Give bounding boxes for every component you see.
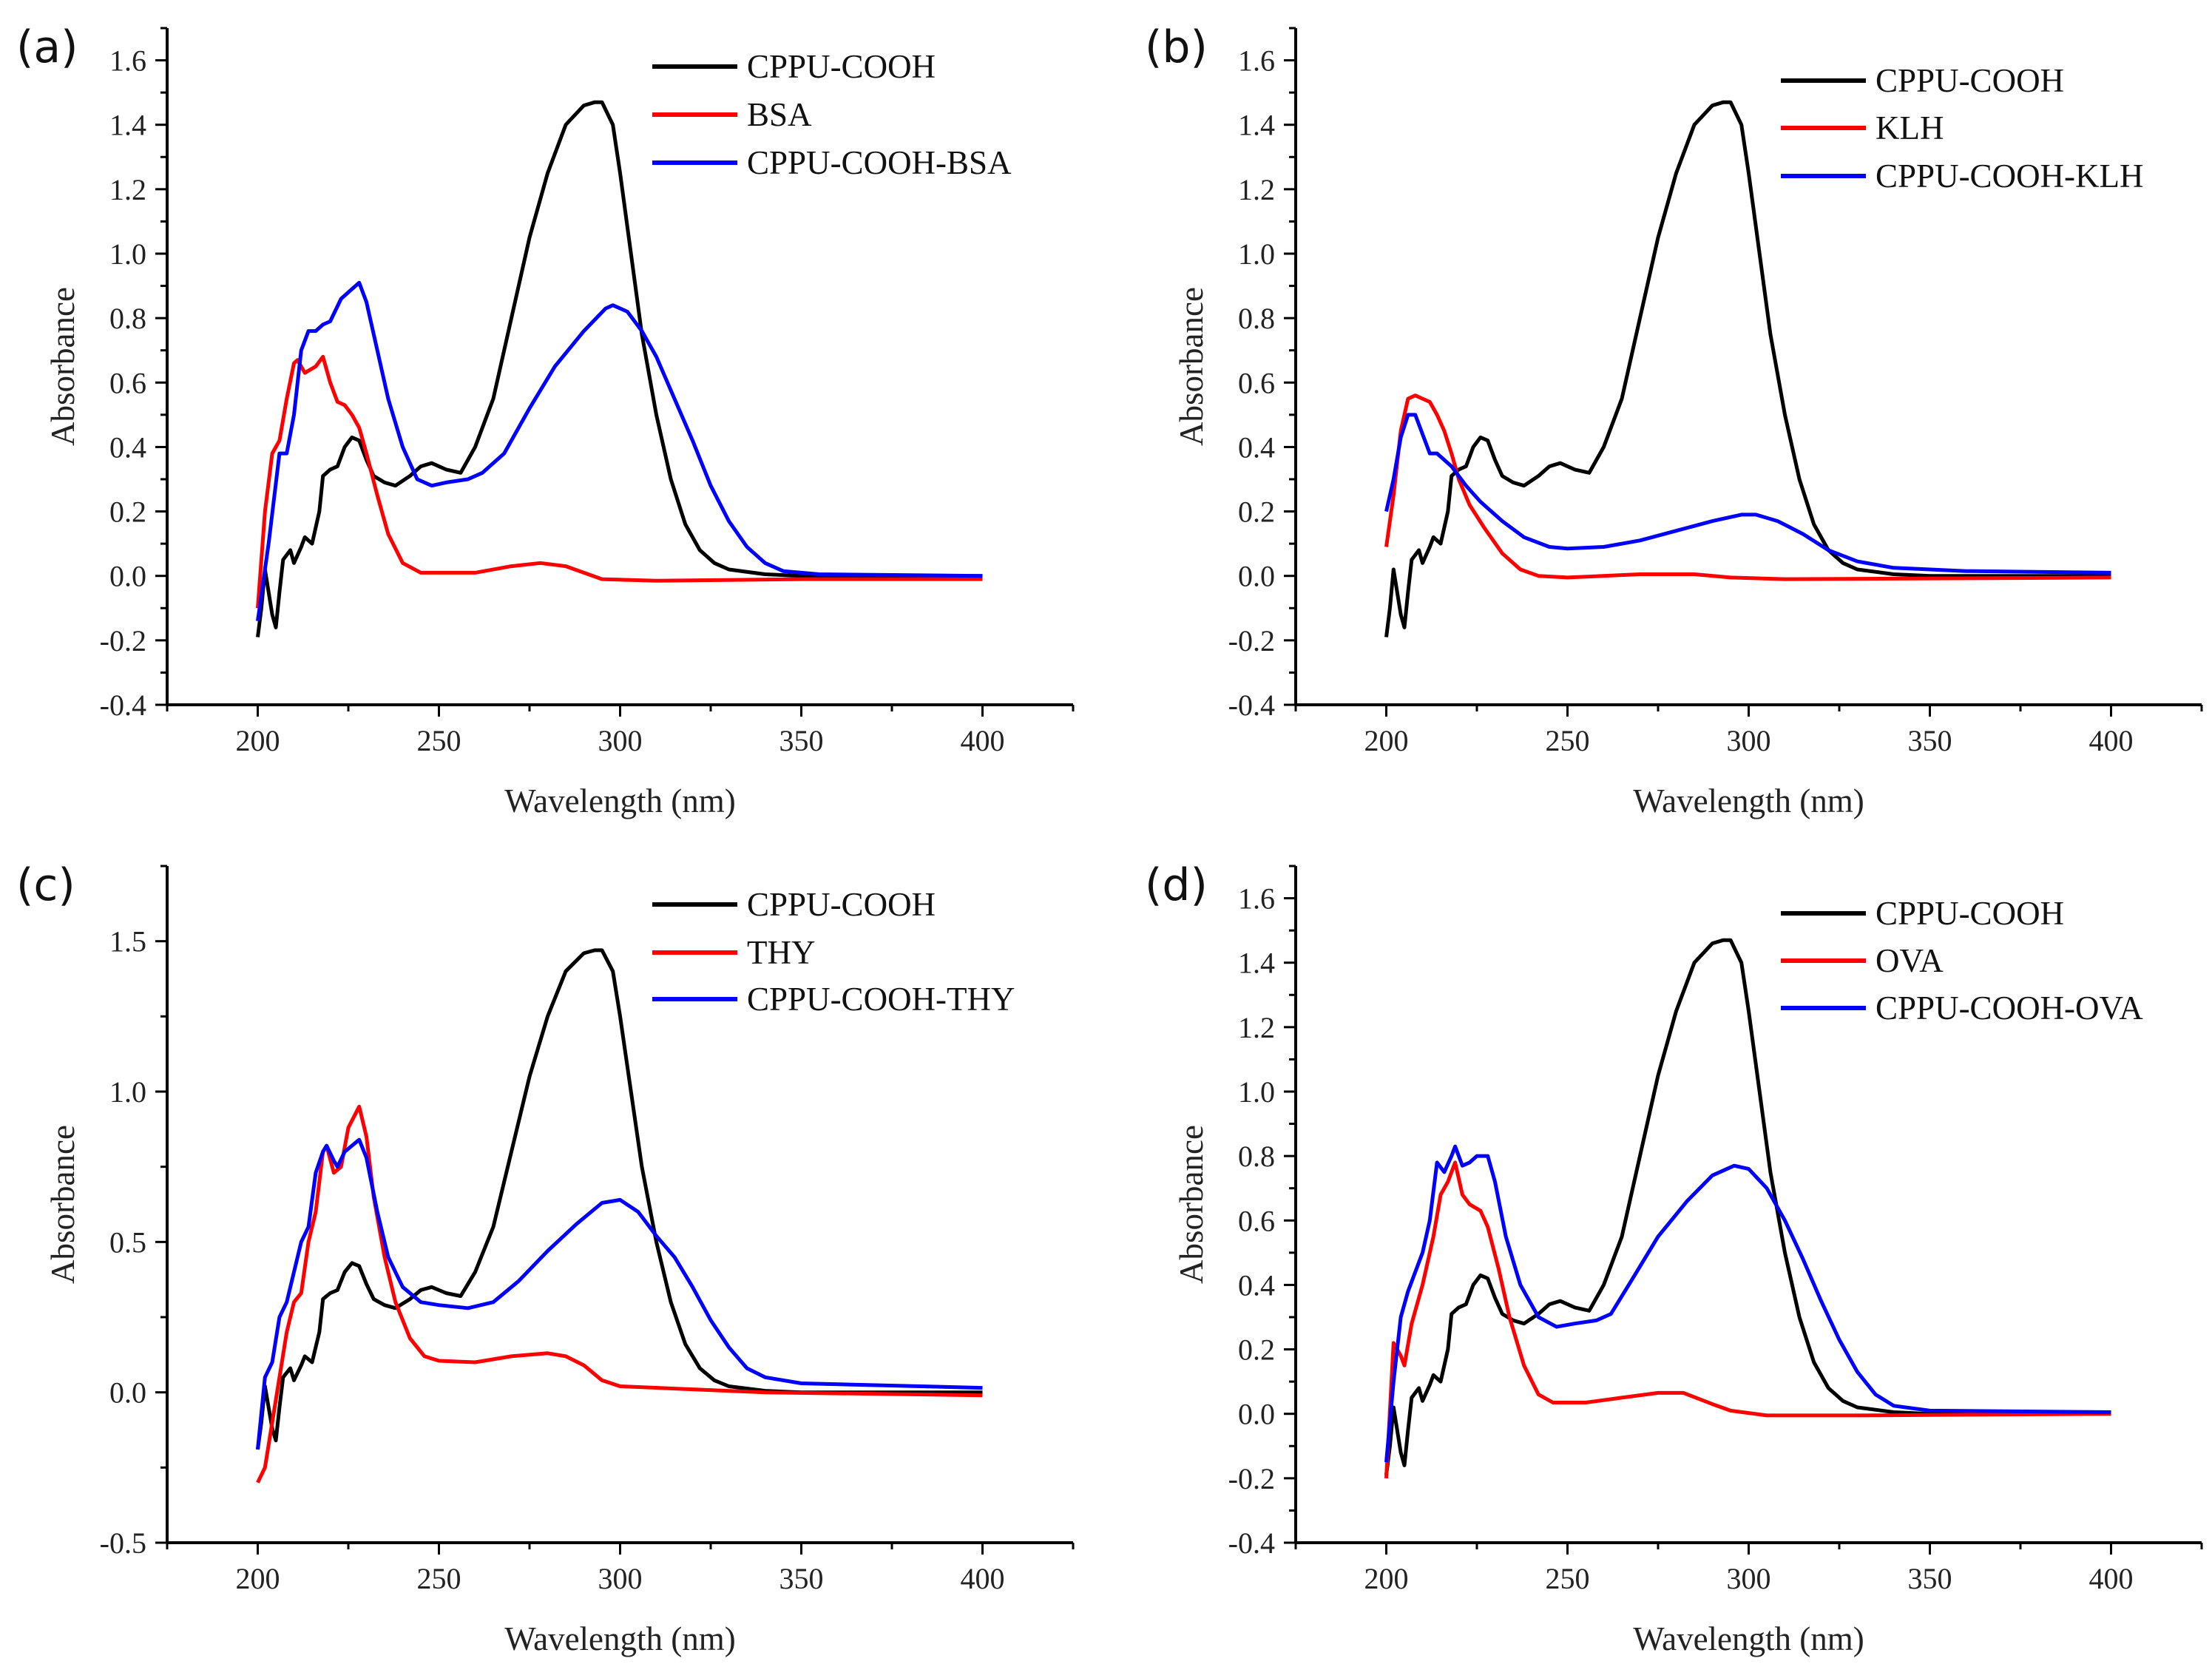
y-tick-label: 1.0 <box>1238 1075 1275 1109</box>
y-tick-label: 0.6 <box>109 366 146 399</box>
series-line-cppu-cooh-klh <box>1384 413 2111 575</box>
legend-label: OVA <box>1876 942 1944 979</box>
x-tick-label: 300 <box>598 724 643 757</box>
legend-label: CPPU-COOH-OVA <box>1876 990 2143 1027</box>
series-line-cppu-cooh <box>1384 938 2111 1475</box>
chart-panel-d: (d) 200 250 300 350 400 -0.4 -0.2 0.0 0.2 0.4 0.6 0.… <box>1145 859 2203 1657</box>
y-axis-label: Absorbance <box>1173 1125 1210 1284</box>
x-tick-label: 350 <box>779 1562 824 1595</box>
series-line-klh <box>1384 393 2111 581</box>
y-tick-label: -0.2 <box>1228 1462 1275 1495</box>
legend-label: CPPU-COOH <box>1876 895 2064 932</box>
y-tick-label: 0.0 <box>109 1376 146 1410</box>
y-tick-label: 1.2 <box>109 173 146 206</box>
x-axis-label: Wavelength (nm) <box>504 1620 736 1657</box>
series-line-cppu-cooh <box>1384 100 2111 637</box>
x-tick-label: 250 <box>1546 1562 1590 1595</box>
x-tick-label: 300 <box>1727 1562 1771 1595</box>
y-tick-label: -0.4 <box>100 689 146 722</box>
y-tick-label: 0.2 <box>1238 1333 1275 1367</box>
x-tick-label: 200 <box>1364 724 1409 757</box>
x-tick-label: 400 <box>961 724 1005 757</box>
legend-label: CPPU-COOH-THY <box>747 981 1015 1018</box>
y-tick-label: 0.4 <box>109 430 146 464</box>
y-tick-label: 1.0 <box>1238 237 1275 271</box>
chart-panel-c: (c) 200 250 300 350 400 -0.5 0.0 0.5 1.0 1.5 Wavele… <box>16 859 1075 1657</box>
legend-label: CPPU-COOH <box>1876 62 2064 99</box>
y-tick-label: 0.8 <box>109 302 146 335</box>
y-tick-label: 1.6 <box>109 44 146 78</box>
series-line-cppu-cooh <box>256 100 983 637</box>
x-tick-label: 400 <box>2089 724 2134 757</box>
legend-label: CPPU-COOH <box>747 48 936 85</box>
y-tick-label: 1.4 <box>1238 109 1275 142</box>
y-tick-label: 0.0 <box>109 560 146 593</box>
y-tick-label: 1.0 <box>109 1075 146 1109</box>
y-axis-label: Absorbance <box>44 1125 81 1284</box>
x-tick-label: 350 <box>1908 1562 1952 1595</box>
x-tick-label: 400 <box>961 1562 1005 1595</box>
y-axis-label: Absorbance <box>1173 287 1210 446</box>
y-tick-label: 0.2 <box>1238 496 1275 529</box>
legend-label: BSA <box>747 96 812 133</box>
y-tick-label: 0.8 <box>1238 302 1275 335</box>
series-line-cppu-cooh-ova <box>1384 1144 2111 1463</box>
x-axis-label: Wavelength (nm) <box>504 782 736 819</box>
legend-label: CPPU-COOH-KLH <box>1876 158 2144 195</box>
y-tick-label: -0.5 <box>100 1526 146 1560</box>
y-tick-label: 0.8 <box>1238 1140 1275 1173</box>
legend-label: KLH <box>1876 109 1944 146</box>
y-tick-label: -0.4 <box>1228 1526 1275 1560</box>
y-tick-label: -0.2 <box>1228 624 1275 657</box>
y-tick-label: 1.4 <box>1238 947 1275 980</box>
y-tick-label: 0.0 <box>1238 560 1275 593</box>
y-tick-label: 0.2 <box>109 496 146 529</box>
legend-label: CPPU-COOH-BSA <box>747 144 1012 181</box>
x-tick-label: 200 <box>1364 1562 1409 1595</box>
legend-label: THY <box>747 934 815 971</box>
x-axis-label: Wavelength (nm) <box>1633 1620 1864 1657</box>
y-tick-label: 1.6 <box>1238 882 1275 916</box>
panel-label: (d) <box>1145 859 1208 911</box>
panel-label: (a) <box>16 21 78 73</box>
panel-label: (c) <box>16 859 75 911</box>
y-tick-label: -0.2 <box>100 624 146 657</box>
y-tick-label: -0.4 <box>1228 689 1275 722</box>
y-axis-label: Absorbance <box>44 287 81 446</box>
x-tick-label: 250 <box>417 1562 461 1595</box>
y-tick-label: 0.0 <box>1238 1398 1275 1431</box>
series-line-cppu-cooh-bsa <box>256 280 983 622</box>
y-tick-label: 1.0 <box>109 237 146 271</box>
chart-panel-a: (a) 200 250 300 350 400 -0.4 -0.2 0.0 0.2 0.4 0.6 0.… <box>16 21 1075 819</box>
y-tick-label: 1.6 <box>1238 44 1275 78</box>
y-tick-label: 1.5 <box>109 925 146 958</box>
x-tick-label: 300 <box>1727 724 1771 757</box>
x-tick-label: 350 <box>1908 724 1952 757</box>
x-tick-label: 400 <box>2089 1562 2134 1595</box>
series-line-cppu-cooh <box>256 948 983 1450</box>
y-tick-label: 1.2 <box>1238 173 1275 206</box>
x-tick-label: 350 <box>779 724 824 757</box>
y-tick-label: 0.6 <box>1238 1204 1275 1237</box>
x-tick-label: 200 <box>236 724 280 757</box>
x-tick-label: 250 <box>1546 724 1590 757</box>
y-tick-label: 1.4 <box>109 109 146 142</box>
series-line-cppu-cooh-thy <box>256 1137 983 1450</box>
y-tick-label: 0.5 <box>109 1225 146 1259</box>
y-tick-label: 0.6 <box>1238 366 1275 399</box>
y-tick-label: 0.4 <box>1238 430 1275 464</box>
series-line-ova <box>1384 1160 2111 1479</box>
x-tick-label: 250 <box>417 724 461 757</box>
x-tick-label: 300 <box>598 1562 643 1595</box>
series-line-bsa <box>256 354 983 609</box>
legend-label: CPPU-COOH <box>747 886 936 923</box>
y-tick-label: 1.2 <box>1238 1011 1275 1044</box>
x-axis-label: Wavelength (nm) <box>1633 782 1864 819</box>
chart-panel-b: (b) 200 250 300 350 400 -0.4 -0.2 0.0 0.2 0.4 0.6 0.… <box>1145 21 2203 819</box>
panel-label: (b) <box>1145 21 1208 73</box>
x-tick-label: 200 <box>236 1562 280 1595</box>
y-tick-label: 0.4 <box>1238 1268 1275 1302</box>
